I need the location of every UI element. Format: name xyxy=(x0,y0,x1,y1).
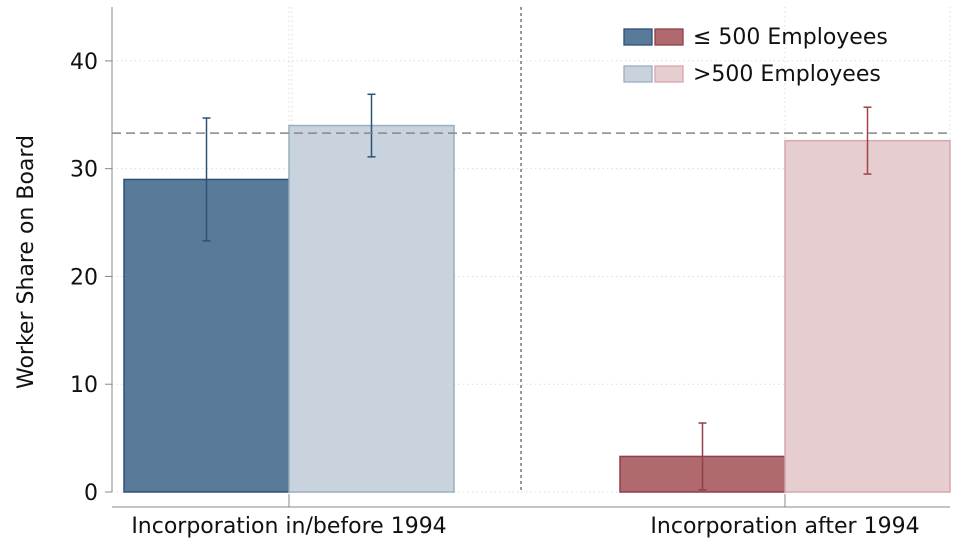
legend-swatch xyxy=(623,65,653,83)
x-tick-label: Incorporation in/before 1994 xyxy=(131,514,446,539)
legend-swatch xyxy=(654,65,684,83)
axes: 0 10 20 30 40 Incorporation in/before 1994 Inc… xyxy=(70,7,950,539)
legend-label: ≤ 500 Employees xyxy=(693,25,888,50)
y-tick-label: 30 xyxy=(70,158,98,183)
y-axis-label: Worker Share on Board xyxy=(14,135,39,389)
y-tick-label: 40 xyxy=(70,50,98,75)
legend-swatch xyxy=(623,28,653,46)
legend-label: >500 Employees xyxy=(693,62,881,87)
legend: ≤ 500 Employees >500 Employees xyxy=(623,25,888,87)
x-tick-label: Incorporation after 1994 xyxy=(650,514,919,539)
y-tick-label: 10 xyxy=(70,373,98,398)
y-tick-label: 20 xyxy=(70,265,98,290)
legend-swatch xyxy=(654,28,684,46)
bar-large-firms-group-1 xyxy=(288,124,455,493)
y-tick-label: 0 xyxy=(84,481,98,506)
bar-large-firms-group-2 xyxy=(784,139,951,493)
bars xyxy=(123,93,951,493)
